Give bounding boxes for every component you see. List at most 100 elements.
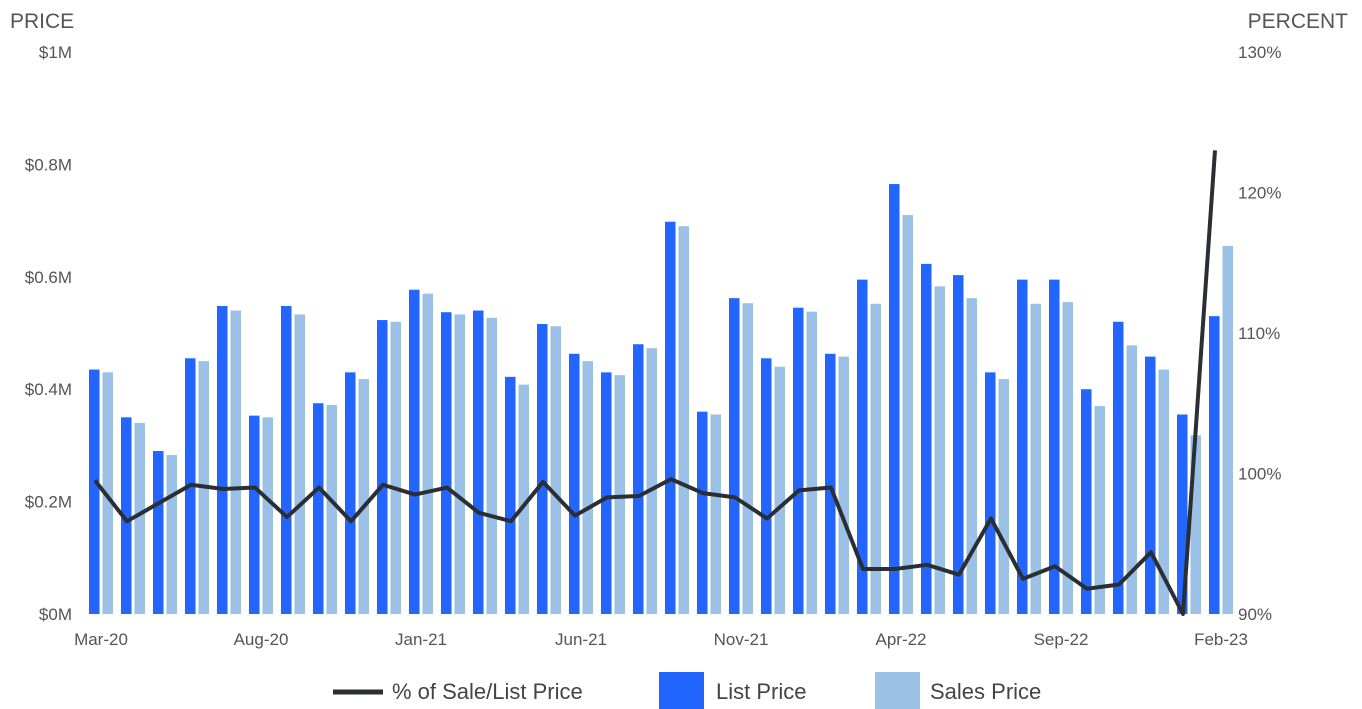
y-right-tick-label: 110% [1238,324,1280,343]
bar-sales-price [582,361,593,614]
bar-list-price [89,369,100,614]
bar-list-price [345,372,356,614]
bar-list-price [633,344,644,614]
bar-list-price [1145,356,1156,614]
bar-list-price [313,403,324,614]
bar-list-price [601,372,612,614]
bar-list-price [1081,389,1092,614]
bar-sales-price [1030,303,1041,614]
bar-list-price [1177,414,1188,614]
bar-sales-price [774,366,785,614]
bar-sales-price [1126,345,1137,614]
bar-list-price [409,289,420,614]
x-tick-label: Sep-22 [1034,630,1089,649]
bar-list-price [1049,279,1060,614]
left-axis-title: PRICE [10,10,74,33]
bar-list-price [857,279,868,614]
bar-list-price [889,184,900,614]
bar-sales-price [710,414,721,614]
bar-sales-price [742,303,753,614]
bar-sales-price [230,310,241,614]
bar-list-price [505,376,516,614]
x-tick-label: Jan-21 [395,630,447,649]
bar-sales-price [1094,406,1105,614]
bar-sales-price [358,379,369,614]
x-tick-label: Mar-20 [74,630,128,649]
bars [89,184,1233,615]
bar-list-price [153,451,164,614]
bar-sales-price [550,326,561,614]
y-left-tick-label: $0.8M [25,155,72,174]
bar-sales-price [806,311,817,614]
percent-line-path [93,150,1217,616]
bar-list-price [921,263,932,614]
y-right-ticks: 90% 100% 110% 120% 130% [1238,43,1281,624]
bar-list-price [441,312,452,614]
bar-sales-price [614,375,625,614]
bar-list-price [569,353,580,614]
x-tick-label: Apr-22 [875,630,926,649]
bar-sales-price [870,303,881,614]
y-right-tick-label: 100% [1238,465,1281,484]
legend-label-percent: % of Sale/List Price [392,679,583,704]
bar-sales-price [102,372,113,614]
bar-list-price [825,353,836,614]
legend-swatch-sales-price [875,672,920,709]
bar-sales-price [1158,369,1169,614]
bar-sales-price [134,422,145,614]
bar-list-price [697,411,708,614]
x-ticks: Mar-20 Aug-20 Jan-21 Jun-21 Nov-21 Apr-22 Sep-… [74,630,1248,649]
y-left-tick-label: $0.6M [25,268,72,287]
bar-list-price [217,306,228,614]
bar-sales-price [966,298,977,614]
x-tick-label: Nov-21 [714,630,769,649]
bar-sales-price [518,384,529,614]
bar-list-price [793,307,804,614]
bar-sales-price [422,293,433,614]
y-right-tick-label: 90% [1238,605,1272,624]
y-right-tick-label: 120% [1238,184,1281,203]
bar-sales-price [454,314,465,614]
bar-sales-price [326,404,337,614]
y-left-tick-label: $0M [39,605,72,624]
x-tick-label: Jun-21 [555,630,607,649]
bar-sales-price [934,286,945,614]
bar-sales-price [998,379,1009,614]
bar-list-price [1209,316,1220,614]
legend-label-sales-price: Sales Price [930,679,1041,704]
bar-sales-price [486,317,497,614]
y-left-ticks: $0M $0.2M $0.4M $0.6M $0.8M $1M [25,43,72,624]
bar-list-price [1017,279,1028,614]
x-tick-label: Aug-20 [234,630,289,649]
bar-sales-price [1222,245,1233,614]
bar-list-price [537,324,548,614]
bar-sales-price [1062,302,1073,614]
y-right-tick-label: 130% [1238,43,1281,62]
bar-list-price [377,320,388,614]
bar-sales-price [294,314,305,614]
bar-sales-price [902,214,913,615]
bar-list-price [121,417,132,614]
legend: % of Sale/List Price List Price Sales Pr… [333,672,1041,709]
bar-sales-price [1190,435,1201,614]
bar-sales-price [678,226,689,614]
x-tick-label: Feb-23 [1194,630,1248,649]
legend-label-list-price: List Price [716,679,806,704]
bar-list-price [985,372,996,614]
bar-sales-price [838,356,849,614]
bar-list-price [473,310,484,614]
bar-list-price [729,298,740,614]
bar-sales-price [262,417,273,614]
y-left-tick-label: $1M [39,43,72,62]
legend-swatch-list-price [659,672,704,709]
bar-list-price [953,275,964,614]
bar-sales-price [390,321,401,614]
bar-sales-price [166,454,177,614]
bar-list-price [761,358,772,614]
bar-sales-price [646,348,657,614]
bar-list-price [249,415,260,614]
bar-list-price [665,221,676,614]
y-left-tick-label: $0.4M [25,380,72,399]
y-left-tick-label: $0.2M [25,493,72,512]
